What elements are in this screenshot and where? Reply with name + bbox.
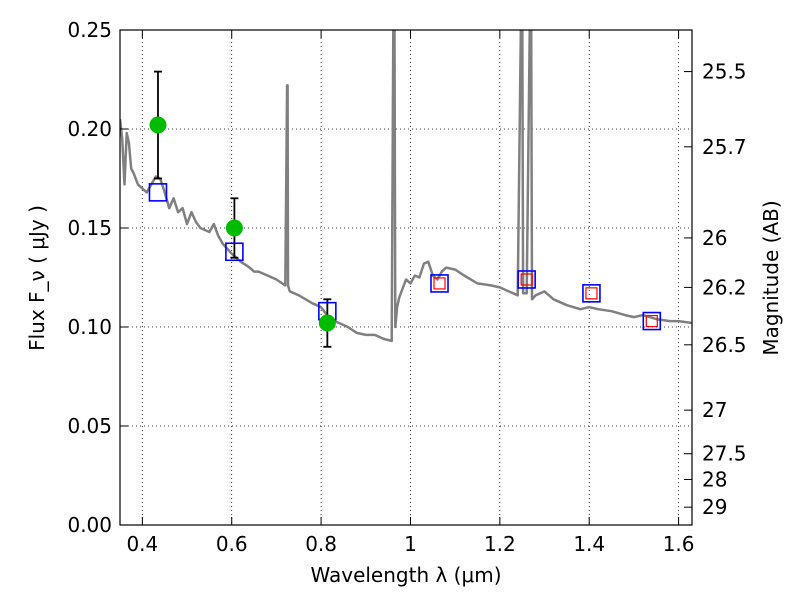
x-tick-label: 1.2 — [484, 532, 516, 556]
observed-photometry-point — [225, 219, 243, 237]
model-photometry-point — [517, 270, 536, 289]
y2-axis-label: Magnitude (AB) — [759, 200, 783, 355]
x-axis-label: Wavelength λ (μm) — [310, 563, 501, 587]
magnitude-tick-labels: 25.5 25.7 26 26.2 26.5 27 27.528 29 — [702, 60, 747, 520]
ir-photometry-point — [520, 273, 533, 286]
x-tick-label: 1.6 — [663, 532, 695, 556]
y2-tick-label: 28 — [702, 467, 727, 491]
x-tick-label: 1.4 — [573, 532, 605, 556]
model-photometry-point — [148, 183, 168, 202]
axis-ticks — [120, 29, 692, 526]
observed-photometry-point — [149, 116, 167, 134]
model-spectrum-line — [120, 30, 692, 343]
y2-tick-label: 26 — [702, 226, 727, 250]
model-photometry-point — [225, 242, 244, 262]
plot-frame — [119, 29, 693, 526]
plot-area — [120, 30, 692, 348]
y-axis-label: Flux F_ν ( μJy ) — [25, 205, 49, 351]
ir-photometry-point — [433, 277, 446, 290]
tick-labels: 0.4 0.6 0.8 1 1.2 1.4 1.6 0.00 0.05 0.10 0.15 0.20 0… — [67, 18, 694, 556]
observed-photometry-point — [318, 314, 336, 332]
x-tick-label: 0.6 — [216, 532, 248, 556]
ir-photometry-point — [585, 287, 598, 300]
y-tick-label: 0.20 — [67, 117, 112, 141]
y-tick-label: 0.10 — [67, 315, 112, 339]
x-tick-label: 0.8 — [305, 532, 337, 556]
y-tick-label: 0.05 — [67, 414, 112, 438]
y2-tick-label: 25.5 — [702, 60, 747, 84]
plot-content — [120, 30, 692, 348]
model-photometry-point — [642, 311, 662, 331]
x-tick-label: 1 — [404, 532, 417, 556]
y2-tick-label: 27 — [702, 398, 727, 422]
y2-tick-label: 27.5 — [702, 442, 747, 466]
y2-tick-label: 29 — [702, 495, 727, 519]
grid — [120, 30, 692, 525]
y-tick-label: 0.15 — [67, 216, 112, 240]
y2-tick-label: 25.7 — [702, 135, 747, 159]
model-photometry-point — [582, 284, 601, 303]
y2-tick-label: 26.5 — [702, 333, 747, 357]
x-tick-label: 0.4 — [126, 532, 158, 556]
model-photometry-point — [430, 274, 449, 293]
y2-tick-label: 26.2 — [702, 275, 747, 299]
y-tick-label: 0.00 — [67, 513, 112, 537]
ir-photometry-point — [645, 314, 658, 328]
y-tick-label: 0.25 — [67, 18, 112, 42]
